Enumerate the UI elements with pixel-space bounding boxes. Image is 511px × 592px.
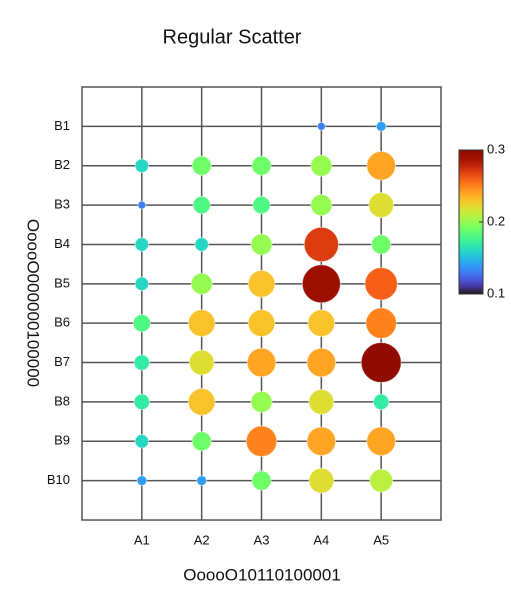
chart-title: Regular Scatter xyxy=(163,26,302,48)
y-tick-label: B4 xyxy=(54,236,70,251)
y-tick-label: B3 xyxy=(54,197,70,212)
bubble xyxy=(192,195,211,215)
bubble xyxy=(196,475,208,487)
bubble xyxy=(308,388,335,415)
bubble xyxy=(308,467,335,494)
x-tick-label: A5 xyxy=(373,532,389,547)
bubble xyxy=(191,431,212,452)
bubble xyxy=(251,155,272,176)
y-tick-label: B10 xyxy=(47,472,70,487)
bubble xyxy=(372,393,390,411)
bubble xyxy=(366,150,396,181)
x-tick-label: A1 xyxy=(134,532,150,547)
bubble xyxy=(187,388,216,416)
bubble xyxy=(246,347,277,378)
x-tick-label: A4 xyxy=(313,532,329,547)
y-tick-label: B1 xyxy=(54,118,70,133)
bubble xyxy=(245,425,278,458)
colorbar-tick-label: 0.2 xyxy=(487,213,505,228)
bubble xyxy=(134,276,150,292)
bubble xyxy=(190,272,213,295)
bubble xyxy=(306,347,337,378)
bubble xyxy=(191,155,212,176)
x-tick-label: A3 xyxy=(254,532,270,547)
bubble xyxy=(134,237,150,252)
bubble xyxy=(360,342,402,384)
y-tick-label: B5 xyxy=(54,275,70,290)
bubble xyxy=(252,195,271,215)
bubble xyxy=(369,468,394,493)
bubble xyxy=(316,121,326,131)
y-tick-label: B9 xyxy=(54,433,70,448)
y-tick-label: B7 xyxy=(54,354,70,369)
colorbar-tick-label: 0.3 xyxy=(487,141,505,156)
bubble xyxy=(364,267,398,301)
bubble xyxy=(303,226,340,263)
bubble xyxy=(371,234,392,255)
bubble xyxy=(365,307,397,339)
plot-frame xyxy=(81,86,442,521)
y-axis-label: OoooO000000100000 xyxy=(24,219,43,387)
y-tick-label: B2 xyxy=(54,157,70,172)
bubble xyxy=(188,349,215,376)
bubble xyxy=(194,237,209,252)
bubble xyxy=(137,200,147,210)
x-axis-label: OoooO10110100001 xyxy=(183,565,341,584)
bubble xyxy=(187,309,216,338)
bubble xyxy=(301,264,341,304)
y-tick-label: B8 xyxy=(54,393,70,408)
bubble xyxy=(134,433,150,449)
bubble xyxy=(250,390,273,413)
x-tick-label: A2 xyxy=(194,532,210,547)
bubble xyxy=(375,120,387,132)
bubble xyxy=(132,314,151,333)
bubble xyxy=(306,426,337,457)
bubble xyxy=(247,269,276,298)
colorbar-tick-label: 0.1 xyxy=(487,285,505,300)
bubble xyxy=(136,475,148,487)
bubble xyxy=(310,194,333,217)
bubble xyxy=(251,470,272,491)
bubble xyxy=(134,158,150,174)
bubble xyxy=(310,154,333,177)
bubble xyxy=(247,309,276,338)
bubble xyxy=(366,426,396,457)
bubble xyxy=(133,393,151,411)
bubble xyxy=(307,309,336,338)
bubble xyxy=(368,192,395,219)
bubble xyxy=(133,354,151,371)
y-tick-label: B6 xyxy=(54,315,70,330)
bubble xyxy=(250,233,273,256)
